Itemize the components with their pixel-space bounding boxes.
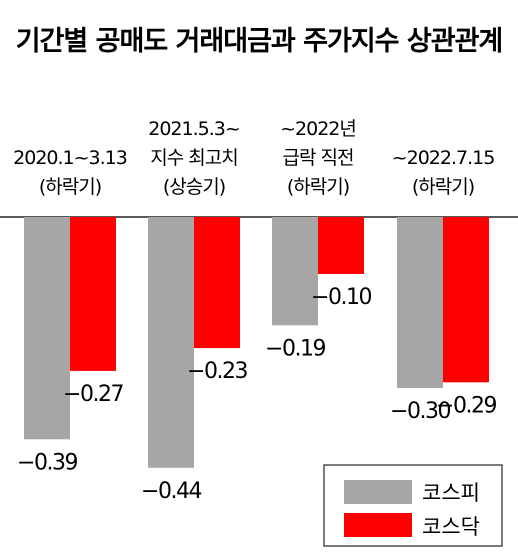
category-label-3-line-2: 급락 직전 [283, 147, 354, 169]
legend-label-kosdaq: 코스닥 [422, 515, 480, 539]
legend: 코스피 코스닥 [323, 464, 503, 547]
bar-kospi-1 [24, 217, 70, 440]
bar-kosdaq-2 [194, 217, 240, 349]
category-label-2-line-2: 지수 최고치 [150, 147, 237, 169]
bar-kosdaq-3 [318, 217, 364, 274]
value-label-kosdaq-1: −0.27 [63, 382, 123, 407]
chart-title: 기간별 공매도 거래대금과 주가지수 상관관계 [16, 26, 503, 57]
bars [24, 217, 489, 468]
category-label-2-line-3: (상승기) [163, 176, 225, 198]
legend-swatch-kosdaq [344, 513, 412, 537]
value-label-kospi-2: −0.44 [141, 479, 201, 504]
category-label-4-line-1: ~2022.7.15 [392, 147, 495, 169]
value-label-kospi-1: −0.39 [17, 450, 77, 475]
category-label-1-line-1: 2020.1~3.13 [13, 147, 127, 169]
value-label-kospi-4: −0.30 [390, 399, 450, 424]
bar-kospi-3 [272, 217, 318, 326]
value-label-kospi-3: −0.19 [265, 336, 325, 361]
legend-swatch-kospi [344, 480, 412, 504]
legend-label-kospi: 코스피 [422, 481, 480, 505]
bar-kospi-2 [148, 217, 194, 468]
category-label-3-line-3: (하락기) [287, 176, 349, 198]
value-label-kosdaq-3: −0.10 [311, 285, 371, 310]
category-label-4-line-2: (하락기) [412, 176, 474, 198]
bar-kosdaq-4 [443, 217, 489, 383]
value-labels: −0.39 −0.44 −0.19 −0.30 −0.27 −0.23 −0.10 −0.29 [17, 285, 498, 504]
category-label-2-line-1: 2021.5.3~ [148, 118, 240, 140]
bar-kosdaq-1 [70, 217, 116, 371]
value-label-kosdaq-2: −0.23 [187, 359, 247, 384]
category-label-1-line-2: (하락기) [39, 176, 101, 198]
category-labels: 2020.1~3.13 (하락기) 2021.5.3~ 지수 최고치 (상승기) ~202… [13, 118, 495, 198]
value-label-kosdaq-4: −0.29 [436, 393, 496, 418]
bar-kospi-4 [397, 217, 443, 388]
category-label-3-line-1: ~2022년 [280, 118, 356, 140]
